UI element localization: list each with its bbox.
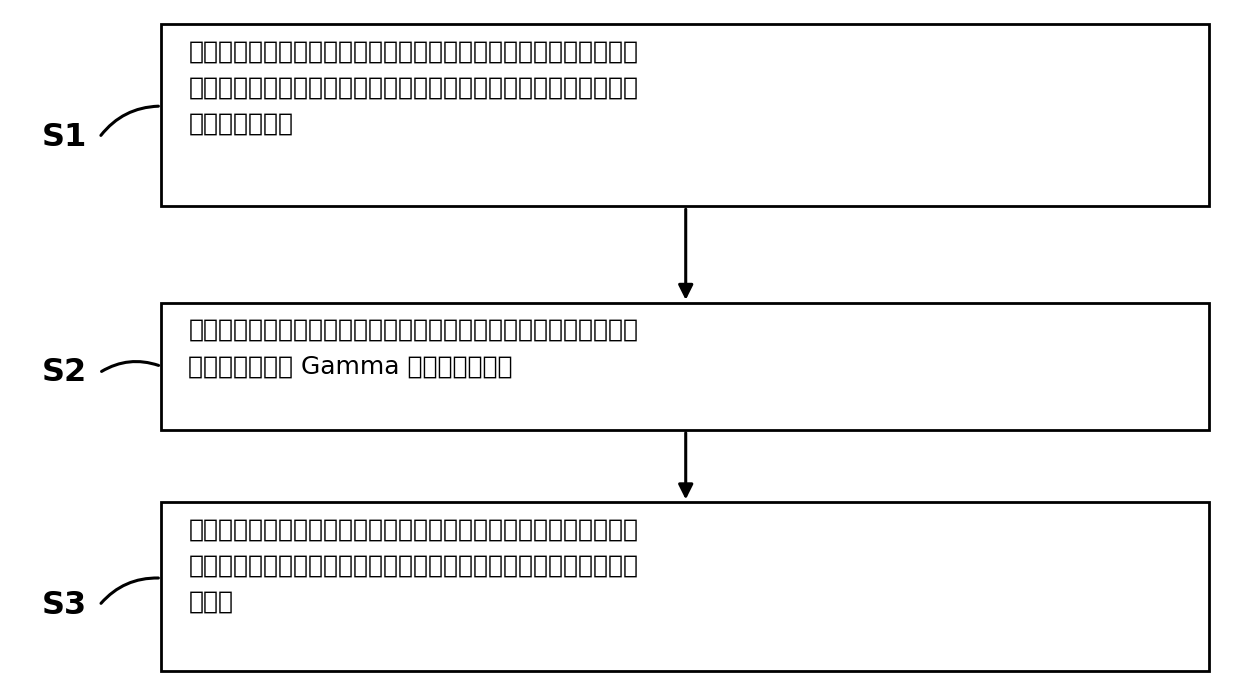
- Text: 对待配向的液晶面板施加电压，并对所述液晶面板进行第一次紫外线
照射，使得在第一预设温度下，感光单体向配向基材移动，发生聚合
反应形成聚合物: 对待配向的液晶面板施加电压，并对所述液晶面板进行第一次紫外线 照射，使得在第一预…: [188, 39, 639, 136]
- Text: 在预设时间内对所述液晶面板进行冷却处理至第二预设温度，其中所
述预设时间根据 Gamma 通过率进行设定: 在预设时间内对所述液晶面板进行冷却处理至第二预设温度，其中所 述预设时间根据 G…: [188, 318, 639, 378]
- Text: S2: S2: [42, 357, 87, 389]
- FancyBboxPatch shape: [161, 502, 1209, 671]
- Text: S3: S3: [42, 590, 87, 621]
- FancyBboxPatch shape: [161, 24, 1209, 206]
- Text: 在所述第二预设温度下，对所述液晶面板进行第二次紫外照射，使得
所述感光单体与所述配向基材生成配向膜，使液晶分子呈预设角度定
向排列: 在所述第二预设温度下，对所述液晶面板进行第二次紫外照射，使得 所述感光单体与所述…: [188, 517, 639, 614]
- Text: S1: S1: [42, 122, 87, 153]
- FancyBboxPatch shape: [161, 303, 1209, 430]
